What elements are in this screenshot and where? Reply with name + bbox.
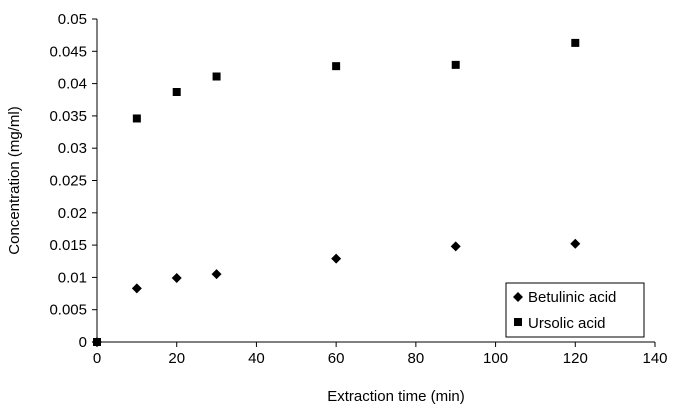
y-tick-label: 0.005	[49, 302, 87, 319]
x-tick-label: 20	[168, 350, 185, 367]
x-tick-label: 40	[248, 350, 265, 367]
legend-label-ursolic-acid: Ursolic acid	[528, 315, 606, 332]
x-ticks: 0 20 40 60 80 100 120 140	[93, 342, 668, 367]
y-tick-label: 0	[79, 334, 87, 351]
y-axis-title: Concentration (mg/ml)	[6, 106, 23, 254]
y-ticks: 0 0.005 0.01 0.015 0.02 0.025 0.03 0.035 0.04 0.0…	[49, 11, 97, 351]
point-ursolic-acid	[451, 60, 460, 69]
y-tick-label: 0.045	[49, 43, 87, 60]
data-points	[92, 38, 581, 347]
legend-marker-ursolic-acid	[514, 318, 522, 326]
point-betulinic-acid	[570, 238, 581, 249]
point-betulinic-acid	[331, 253, 342, 264]
y-tick-label: 0.035	[49, 108, 87, 125]
legend-label-betulinic-acid: Betulinic acid	[528, 289, 616, 306]
legend: Betulinic acid Ursolic acid	[505, 282, 645, 338]
legend-box	[505, 282, 645, 338]
point-betulinic-acid	[211, 269, 222, 280]
x-tick-label: 140	[642, 350, 667, 367]
y-tick-label: 0.015	[49, 237, 87, 254]
point-ursolic-acid	[132, 114, 141, 123]
x-tick-label: 80	[408, 350, 425, 367]
point-ursolic-acid	[93, 338, 101, 346]
y-tick-label: 0.01	[58, 269, 87, 286]
point-ursolic-acid	[332, 62, 341, 71]
point-ursolic-acid	[571, 38, 580, 47]
point-betulinic-acid	[171, 273, 182, 284]
x-tick-label: 100	[483, 350, 508, 367]
point-ursolic-acid	[212, 72, 221, 81]
x-tick-label: 60	[328, 350, 345, 367]
y-tick-label: 0.05	[58, 11, 87, 28]
point-betulinic-acid	[450, 241, 461, 252]
x-axis-title: Extraction time (min)	[327, 388, 465, 405]
x-tick-label: 120	[563, 350, 588, 367]
y-tick-label: 0.04	[58, 76, 87, 93]
point-ursolic-acid	[172, 87, 181, 96]
y-tick-label: 0.025	[49, 173, 87, 190]
legend-marker-betulinic-acid	[513, 292, 523, 302]
point-betulinic-acid	[131, 283, 142, 294]
x-tick-label: 0	[93, 350, 101, 367]
y-tick-label: 0.03	[58, 140, 87, 157]
y-tick-label: 0.02	[58, 205, 87, 222]
